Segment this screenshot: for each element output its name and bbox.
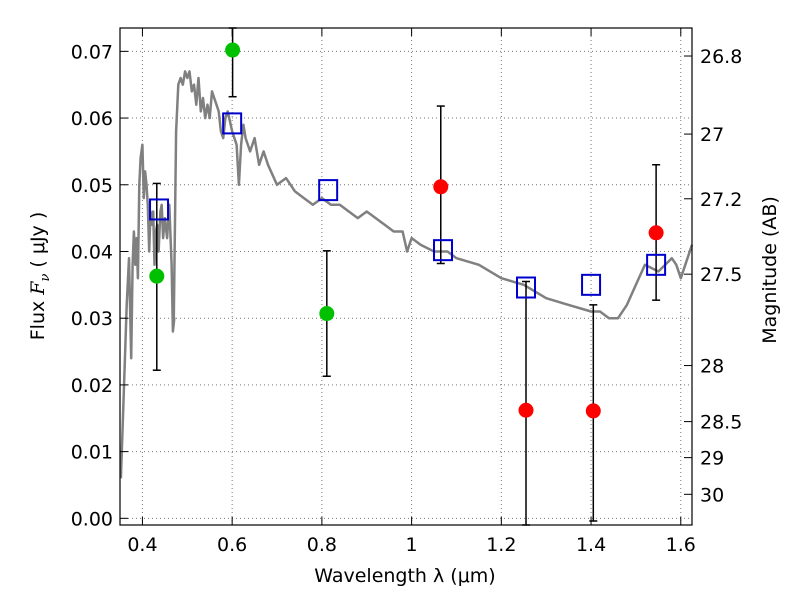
blue-square-point: [318, 179, 339, 202]
green-circle-point: [319, 306, 335, 322]
y-tick-label: 0.03: [71, 308, 113, 330]
blue-square-point: [433, 239, 454, 262]
y-axis-title-symbol: F: [27, 281, 49, 296]
ticks-layer: [120, 28, 692, 525]
plot-frame: [119, 27, 693, 526]
y2-tick-label: 30: [700, 484, 724, 506]
x-tick-label: 1: [406, 534, 418, 556]
y-tick-label: 0.06: [71, 108, 113, 130]
y-tick-label: 0.02: [71, 375, 113, 397]
y2-tick-label: 26.8: [700, 46, 742, 68]
x-tick-label: 0.4: [127, 534, 157, 556]
y-tick-label: 0.05: [71, 175, 113, 197]
y2-axis-title: Magnitude (AB): [759, 196, 781, 344]
x-tick-label: 0.6: [217, 534, 247, 556]
y2-tick-label: 28.5: [700, 412, 742, 434]
x-tick-label: 1.2: [486, 534, 516, 556]
markers-layer: [149, 42, 667, 419]
red-circle-point: [518, 402, 534, 418]
blue-square-point: [149, 198, 170, 221]
y2-tick-label: 29: [700, 448, 724, 470]
y2-tick-label: 28: [700, 356, 724, 378]
green-circle-point: [149, 268, 165, 284]
red-circle-point: [433, 179, 449, 195]
blue-square-point: [581, 273, 602, 296]
x-tick-label: 1.4: [576, 534, 606, 556]
y-axis-title-prefix: Flux: [27, 295, 49, 341]
y-axis-title: Flux Fν ( μJy ): [27, 212, 53, 341]
y-tick-label: 0.07: [71, 41, 113, 63]
x-tick-label: 0.8: [307, 534, 337, 556]
y-axis-title-suffix: ( μJy ): [27, 212, 49, 274]
y2-tick-label: 27.5: [700, 264, 742, 286]
tick-labels-layer: 0.4 0.6 0.8 1 1.2 1.4 1.6 0.00 0.01 0.02 0.03 0.04 0…: [71, 41, 743, 556]
y2-tick-label: 27.2: [700, 189, 742, 211]
y-axis-title-subscript: ν: [38, 274, 53, 282]
blue-square-point: [222, 112, 243, 135]
x-tick-label: 1.6: [666, 534, 696, 556]
y-tick-label: 0.01: [71, 442, 113, 464]
y2-tick-label: 27: [700, 124, 724, 146]
green-circle-point: [225, 42, 241, 58]
y-tick-label: 0.00: [71, 508, 113, 530]
blue-square-point: [646, 253, 667, 276]
blue-square-point: [516, 276, 537, 299]
red-circle-point: [585, 403, 601, 419]
red-circle-point: [648, 225, 664, 241]
y-tick-label: 0.04: [71, 241, 113, 263]
x-axis-title: Wavelength λ (μm): [314, 565, 495, 587]
